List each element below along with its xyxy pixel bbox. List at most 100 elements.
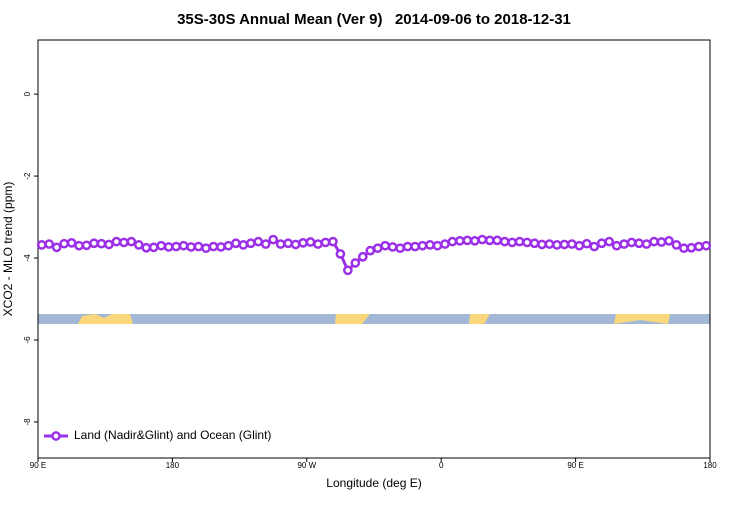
data-point — [641, 239, 652, 249]
plot-frame — [37, 39, 711, 459]
data-point — [328, 236, 338, 247]
x-axis-label: Longitude (deg E) — [326, 476, 421, 490]
data-point — [492, 235, 503, 246]
data-point — [440, 239, 450, 249]
data-point — [679, 243, 689, 254]
land-patch — [469, 314, 490, 324]
data-point — [671, 240, 682, 250]
data-point — [36, 240, 47, 250]
data-point — [455, 235, 465, 246]
data-point — [596, 238, 607, 249]
y-tick-label: -2 — [23, 172, 32, 180]
data-point — [133, 240, 144, 250]
data-point — [104, 239, 114, 250]
data-point — [552, 240, 562, 250]
data-point — [126, 236, 137, 247]
data-point — [208, 241, 219, 252]
data-point — [141, 242, 152, 253]
x-tick-label: 90 E — [30, 461, 46, 470]
data-point — [298, 238, 308, 248]
data-point — [537, 239, 547, 250]
data-point — [111, 236, 122, 247]
data-point — [350, 258, 361, 268]
data-point — [51, 242, 62, 253]
data-point — [559, 239, 570, 250]
data-point — [313, 239, 323, 249]
land-patch — [614, 314, 670, 324]
data-point — [66, 238, 77, 248]
data-point — [664, 235, 674, 246]
data-point — [186, 242, 196, 252]
data-point — [619, 239, 629, 249]
data-point — [432, 240, 443, 251]
data-point — [372, 243, 383, 254]
data-point — [634, 238, 644, 249]
data-point — [365, 245, 376, 256]
data-point — [574, 240, 585, 251]
data-point — [163, 242, 174, 252]
data-point — [656, 237, 667, 247]
data-point — [238, 240, 249, 250]
data-point — [223, 240, 234, 251]
data-point — [343, 265, 353, 276]
data-point — [380, 240, 391, 251]
ocean-strip — [38, 314, 710, 324]
data-point — [626, 237, 637, 248]
data-point — [484, 235, 495, 246]
data-point — [119, 237, 129, 248]
data-point — [425, 240, 435, 250]
data-point — [507, 237, 517, 248]
data-point — [417, 240, 428, 251]
data-point — [275, 239, 286, 249]
data-point — [81, 240, 92, 251]
data-point — [156, 240, 167, 251]
data-point — [701, 240, 712, 251]
data-point — [395, 243, 405, 254]
data-point — [499, 236, 510, 247]
data-point — [567, 239, 577, 249]
data-point — [89, 238, 99, 249]
land-ocean-map — [38, 314, 710, 324]
data-point — [171, 241, 181, 252]
x-tick-label: 180 — [166, 461, 180, 470]
land-patch — [335, 314, 370, 324]
data-point — [44, 239, 55, 249]
data-point — [253, 236, 264, 247]
data-point — [581, 238, 592, 249]
data-point — [96, 238, 107, 249]
y-tick-label: -6 — [23, 336, 32, 344]
data-point — [469, 235, 480, 246]
data-point — [320, 237, 331, 248]
legend-marker — [51, 431, 61, 441]
data-point — [387, 242, 398, 252]
data-point — [522, 237, 532, 248]
y-tick-label: -8 — [23, 418, 32, 426]
data-point — [193, 241, 204, 252]
x-tick-label: 90 E — [567, 461, 583, 470]
data-point — [402, 241, 413, 252]
data-point — [59, 238, 69, 249]
y-axis-label: XCO2 - MLO trend (ppm) — [1, 182, 15, 317]
data-point — [283, 238, 293, 249]
y-tick-label: -4 — [23, 254, 32, 262]
data-point — [447, 236, 458, 247]
x-tick-label: 90 W — [297, 461, 316, 470]
data-point — [462, 235, 473, 246]
legend-label: Land (Nadir&Glint) and Ocean (Glint) — [74, 428, 271, 442]
data-point — [216, 242, 226, 252]
data-point — [589, 241, 600, 252]
data-point — [231, 238, 241, 249]
data-point — [290, 239, 301, 250]
data-point — [335, 249, 346, 259]
data-point — [529, 238, 540, 249]
data-point — [201, 243, 211, 254]
data-point — [268, 234, 279, 245]
data-point — [514, 236, 525, 247]
x-tick-label: 0 — [439, 461, 444, 470]
data-point — [245, 238, 256, 249]
data-point — [544, 239, 555, 249]
x-tick-label: 180 — [703, 461, 717, 470]
chart-title: 35S-30S Annual Mean (Ver 9) 2014-09-06 t… — [177, 11, 571, 28]
data-point — [604, 236, 615, 247]
